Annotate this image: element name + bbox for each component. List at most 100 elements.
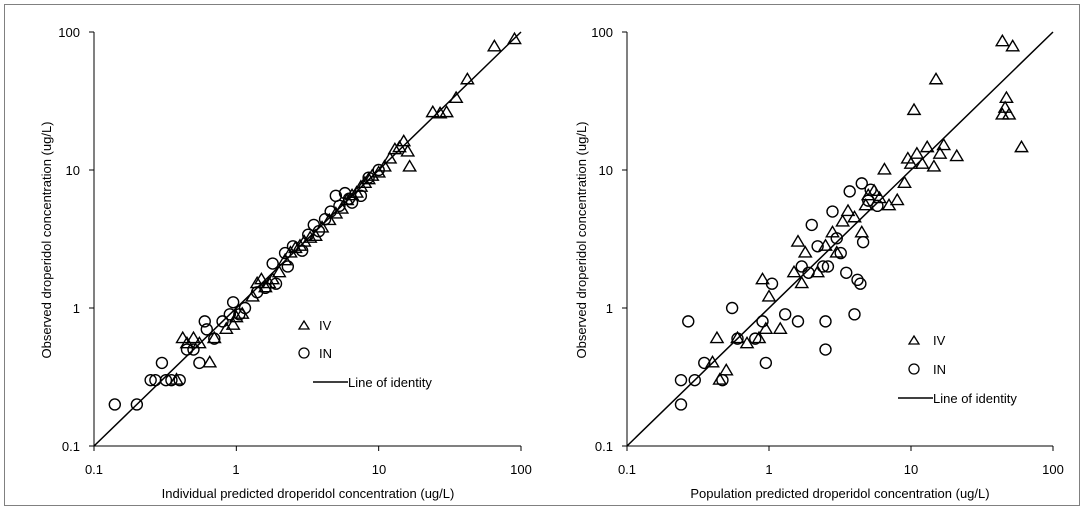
panel-2-in-point-28 <box>851 273 864 287</box>
panel-1-iv-point-47 <box>448 90 464 104</box>
panel-2-in-point-34 <box>871 199 884 213</box>
panel-1-in-point-0 <box>108 398 121 411</box>
panel-1-in-point-9 <box>187 343 200 356</box>
panel-1-in-point-23 <box>278 246 292 260</box>
panel-2-in-point-16 <box>805 218 818 232</box>
panel-1-in-point-2 <box>144 373 157 387</box>
panel-1-in-point-4 <box>155 356 169 370</box>
panel-2-iv-point-48 <box>1014 139 1029 153</box>
panel-2-iv-point-3 <box>718 363 734 376</box>
panel-1-legend-in: IN <box>319 346 332 361</box>
panel-2-iv-point-4 <box>730 330 745 344</box>
panel-1-xtick-2: 10 <box>372 462 386 477</box>
panel-1-xlabel: Individual predicted droperidol concentr… <box>162 486 455 501</box>
panel-2-in-point-23 <box>830 232 843 245</box>
panel-2-in-point-18 <box>816 260 830 273</box>
panel-1-xtick-0: 0.1 <box>85 462 103 477</box>
panel-1-xtick-3: 100 <box>510 462 532 477</box>
panel-1-in-point-26 <box>295 244 309 257</box>
panel-1-iv-point-46 <box>439 104 454 118</box>
panel-2-ytick-0: 0.1 <box>595 439 613 454</box>
panel-2-iv-point-10 <box>772 321 788 334</box>
panel-2-in-point-30 <box>855 177 868 190</box>
panel-1-iv-point-36 <box>371 165 387 178</box>
panel-2-in-point-33 <box>864 183 877 196</box>
panel-2-iv-point-38 <box>928 71 944 85</box>
panel-2-in-point-2 <box>682 315 695 328</box>
panel-2-in-point-17 <box>811 240 824 253</box>
panel-1-legend-line: Line of identity <box>348 375 432 390</box>
panel-2-iv-point-7 <box>755 271 770 285</box>
panel-2-in-point-14 <box>795 260 808 273</box>
panel-1-iv-point-5 <box>202 355 218 368</box>
panel-2-iv-point-27 <box>877 162 892 175</box>
panel-2-in-point-1 <box>674 373 688 387</box>
panel-1: Individual predicted droperidol concentr… <box>39 25 532 501</box>
panel-2-iv-point-21 <box>847 209 862 223</box>
panel-2-iv-point-32 <box>903 156 919 169</box>
panel-1-in-point-21 <box>266 257 279 270</box>
figure-frame <box>4 4 1080 506</box>
panel-1-in-point-29 <box>312 225 326 238</box>
panel-2-iv-point-45 <box>999 90 1014 104</box>
panel-2-in-point-27 <box>848 308 861 321</box>
panel-1-iv-point-7 <box>218 321 234 334</box>
panel-1-in-point-36 <box>345 196 359 209</box>
panel-2-iv-point-30 <box>897 175 912 188</box>
panel-1-iv-point-41 <box>396 133 412 147</box>
panel-2-ytick-1: 1 <box>606 301 613 316</box>
panel-2-in-point-6 <box>725 301 739 315</box>
panel-2-iv-point-1 <box>709 330 725 344</box>
panel-2-iv-point-33 <box>906 102 922 116</box>
panel-1-legend-iv: IV <box>319 318 332 333</box>
panel-1-iv-point-44 <box>425 104 441 118</box>
panel-2-iv-point-44 <box>997 100 1013 113</box>
panel-1-in-point-10 <box>193 356 206 370</box>
panel-1-in-point-15 <box>223 308 237 321</box>
panel-1-ytick-2: 10 <box>66 163 80 178</box>
panel-2-in-point-11 <box>765 277 779 290</box>
panel-2-in-point-4 <box>698 356 711 370</box>
panel-1-legend-in-icon <box>298 347 310 359</box>
panel-1-in-point-39 <box>372 163 385 177</box>
panel-2-iv-point-36 <box>919 139 935 153</box>
panel-2-in-point-29 <box>854 277 867 290</box>
panel-2-in-point-10 <box>759 356 773 370</box>
panel-1-iv-point-43 <box>402 159 418 172</box>
panel-1-legend-iv-icon <box>297 319 311 330</box>
panel-2-iv-point-23 <box>858 197 874 211</box>
panel-2-iv-point-9 <box>761 289 777 302</box>
panel-2-marks <box>622 31 1054 451</box>
panel-2-ytick-3: 100 <box>591 25 613 40</box>
panel-1-iv-point-9 <box>228 309 244 323</box>
panel-2-iv-point-17 <box>825 225 840 238</box>
panel-2-iv-point-37 <box>926 159 942 172</box>
panel-1-in-point-33 <box>333 199 346 213</box>
panel-2-iv-point-14 <box>797 245 813 258</box>
panel-2-in-point-13 <box>791 315 805 328</box>
panel-1-iv-point-42 <box>400 144 416 157</box>
panel-1-ytick-1: 1 <box>73 301 80 316</box>
panel-1-iv-point-33 <box>357 175 373 188</box>
panel-2-in-point-22 <box>826 205 839 218</box>
panel-2-iv-point-41 <box>949 148 965 162</box>
panel-2-legend-line: Line of identity <box>933 391 1017 406</box>
panel-1-iv-point-14 <box>257 279 273 293</box>
panel-1-xtick-1: 1 <box>232 462 239 477</box>
panel-1-ytick-0: 0.1 <box>62 439 80 454</box>
panel-1-iv-point-8 <box>225 317 241 330</box>
panel-2-iv-point-22 <box>854 225 870 238</box>
panel-1-ylabel: Observed droperidol concentration (ug/L) <box>39 121 54 358</box>
panel-2-iv-point-35 <box>914 156 930 169</box>
panel-1-in-point-1 <box>130 398 144 411</box>
panel-1-iv-point-3 <box>186 330 201 344</box>
panel-2-xtick-3: 100 <box>1042 462 1064 477</box>
panel-2-iv-point-42 <box>994 33 1010 47</box>
panel-1-in-point-11 <box>198 315 211 328</box>
panel-2-legend-in-icon <box>908 363 920 375</box>
panel-1-iv-point-50 <box>507 31 522 45</box>
panel-2-in-point-26 <box>843 185 856 198</box>
panel-2-iv-point-11 <box>786 264 802 278</box>
panel-2-in-point-31 <box>856 235 870 249</box>
panel-2-iv-point-46 <box>1001 107 1017 120</box>
